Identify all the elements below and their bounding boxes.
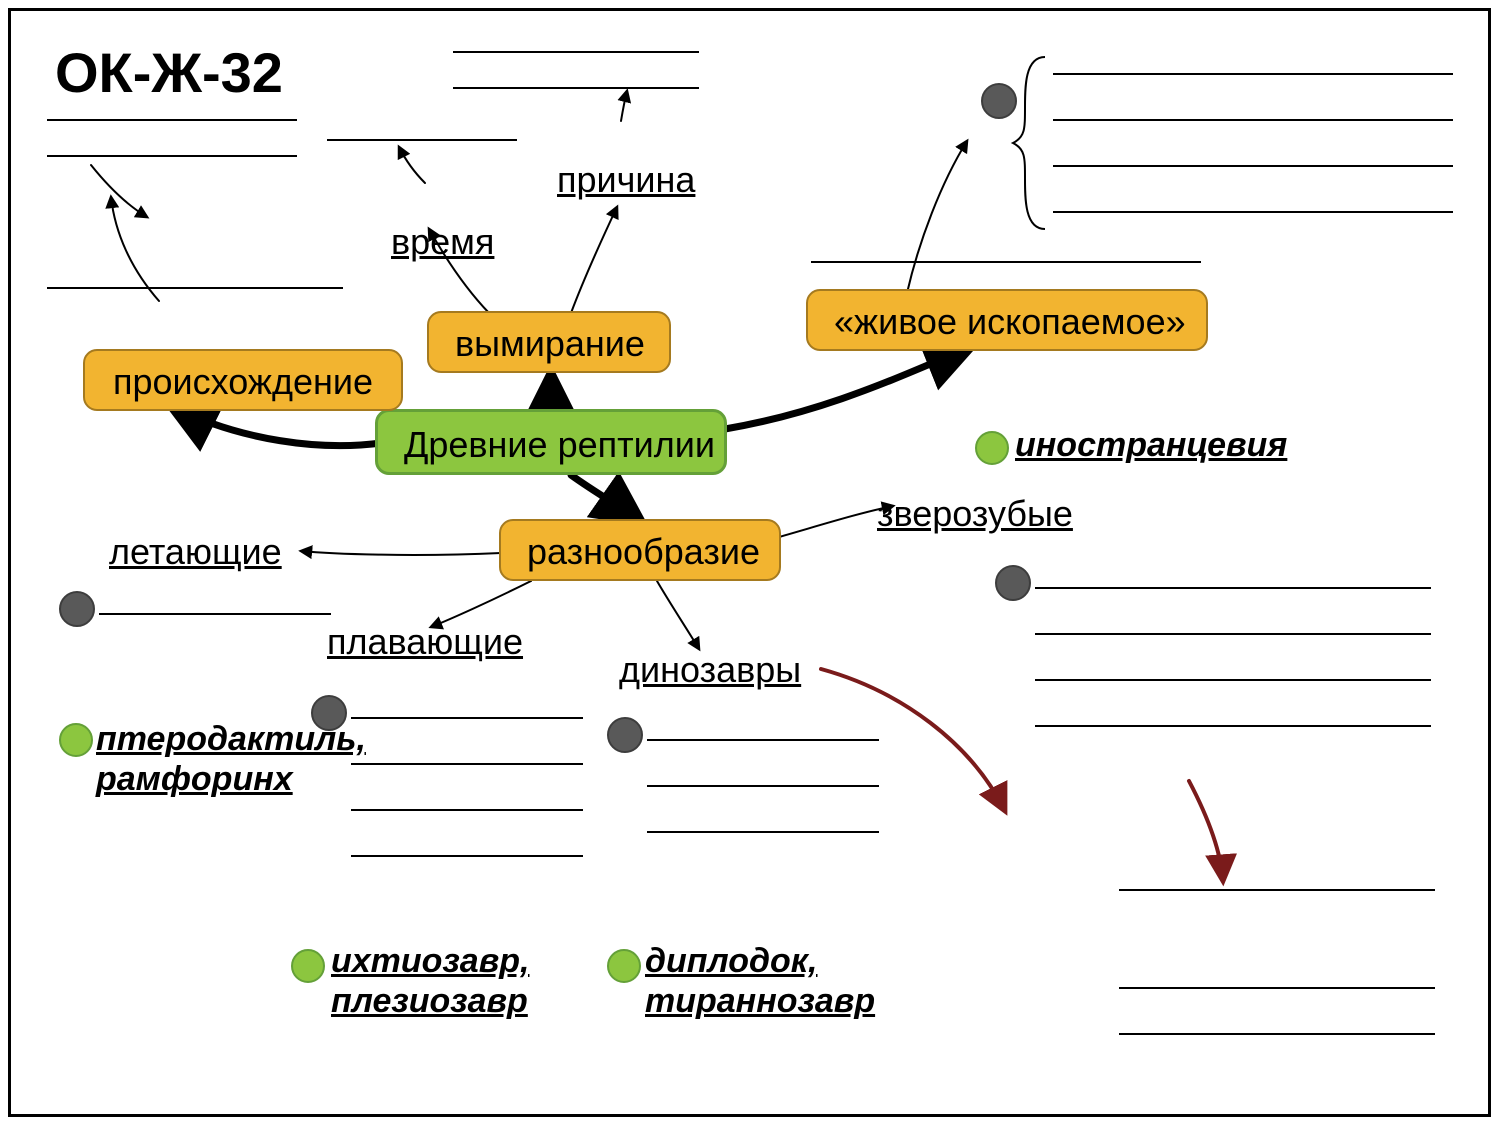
dot-d_diplo_g — [607, 949, 641, 983]
box-center: Древние рептилии — [375, 409, 727, 475]
label-cause: причина — [557, 159, 695, 200]
dot-d_plava — [311, 695, 347, 731]
label-flying: летающие — [109, 531, 282, 572]
blank-dino_lines-0 — [647, 739, 879, 741]
edge-7 — [621, 91, 627, 121]
diagram-canvas: ОК-Ж-32 Древние рептилиипроисхождение вым… — [8, 8, 1491, 1117]
blank-dino_lines-2 — [647, 831, 879, 833]
box-origin: происхождение — [83, 349, 403, 411]
dot-d_zvero — [995, 565, 1031, 601]
edge-3 — [571, 475, 641, 521]
blank-bottom_right_2-0 — [1119, 987, 1435, 989]
blank-letayush_line-0 — [99, 613, 331, 615]
edge-8 — [111, 197, 159, 301]
blank-zvero_lines-1 — [1035, 633, 1431, 635]
edge-16 — [1189, 781, 1223, 881]
blank-plava_lines-1 — [351, 763, 583, 765]
blank-plava_lines-0 — [351, 717, 583, 719]
edge-14 — [779, 506, 893, 537]
blank-top_right_brace-0 — [1053, 73, 1453, 75]
box-diversity: разнообразие — [499, 519, 781, 581]
example-ptero: птеродактиль, рамфоринх — [96, 719, 366, 799]
blank-bottom_right_2-1 — [1119, 1033, 1435, 1035]
box-living_fossil: «живое ископаемое» — [806, 289, 1208, 351]
label-swimming: плавающие — [327, 621, 523, 662]
edge-9 — [91, 165, 147, 217]
blank-plava_lines-2 — [351, 809, 583, 811]
blank-top_left_1-1 — [47, 155, 297, 157]
blank-top_mid_time-0 — [327, 139, 517, 141]
label-time: время — [391, 221, 494, 262]
blank-top_left_2-0 — [47, 287, 343, 289]
dot-d_top_grey — [981, 83, 1017, 119]
edge-13 — [657, 581, 699, 649]
edge-11 — [301, 551, 501, 555]
blank-zvero_lines-3 — [1035, 725, 1431, 727]
blank-zvero_lines-2 — [1035, 679, 1431, 681]
dot-d_inostr_g — [975, 431, 1009, 465]
blank-top_right_brace-2 — [1053, 165, 1453, 167]
dot-d_dino — [607, 717, 643, 753]
blank-top_mid_cause_1-1 — [453, 87, 699, 89]
blank-top_right_brace-1 — [1053, 119, 1453, 121]
edge-6 — [399, 147, 425, 183]
box-extinction: вымирание — [427, 311, 671, 373]
blank-top_left_1-0 — [47, 119, 297, 121]
blank-zvero_lines-0 — [1035, 587, 1431, 589]
blank-top_right_fossil-0 — [811, 261, 1201, 263]
example-diplodocus: диплодок, тираннозавр — [645, 941, 875, 1021]
edge-0 — [171, 406, 381, 446]
label-therapsids: зверозубые — [877, 493, 1073, 534]
example-inostrancevia: иностранцевия — [1015, 425, 1287, 465]
example-ichthyo: ихтиозавр, плезиозавр — [331, 941, 529, 1021]
dot-d_ichthy_g — [291, 949, 325, 983]
dot-d_ptero_g — [59, 723, 93, 757]
blank-dino_lines-1 — [647, 785, 879, 787]
edge-10 — [907, 141, 967, 293]
blank-plava_lines-3 — [351, 855, 583, 857]
blank-bottom_right_1-0 — [1119, 889, 1435, 891]
blank-top_right_brace-3 — [1053, 211, 1453, 213]
edge-2 — [725, 347, 971, 429]
label-dinosaurs: динозавры — [619, 649, 801, 690]
edge-5 — [571, 207, 617, 313]
dot-d_letayush — [59, 591, 95, 627]
blank-top_mid_cause_1-0 — [453, 51, 699, 53]
page-title: ОК-Ж-32 — [55, 45, 283, 101]
